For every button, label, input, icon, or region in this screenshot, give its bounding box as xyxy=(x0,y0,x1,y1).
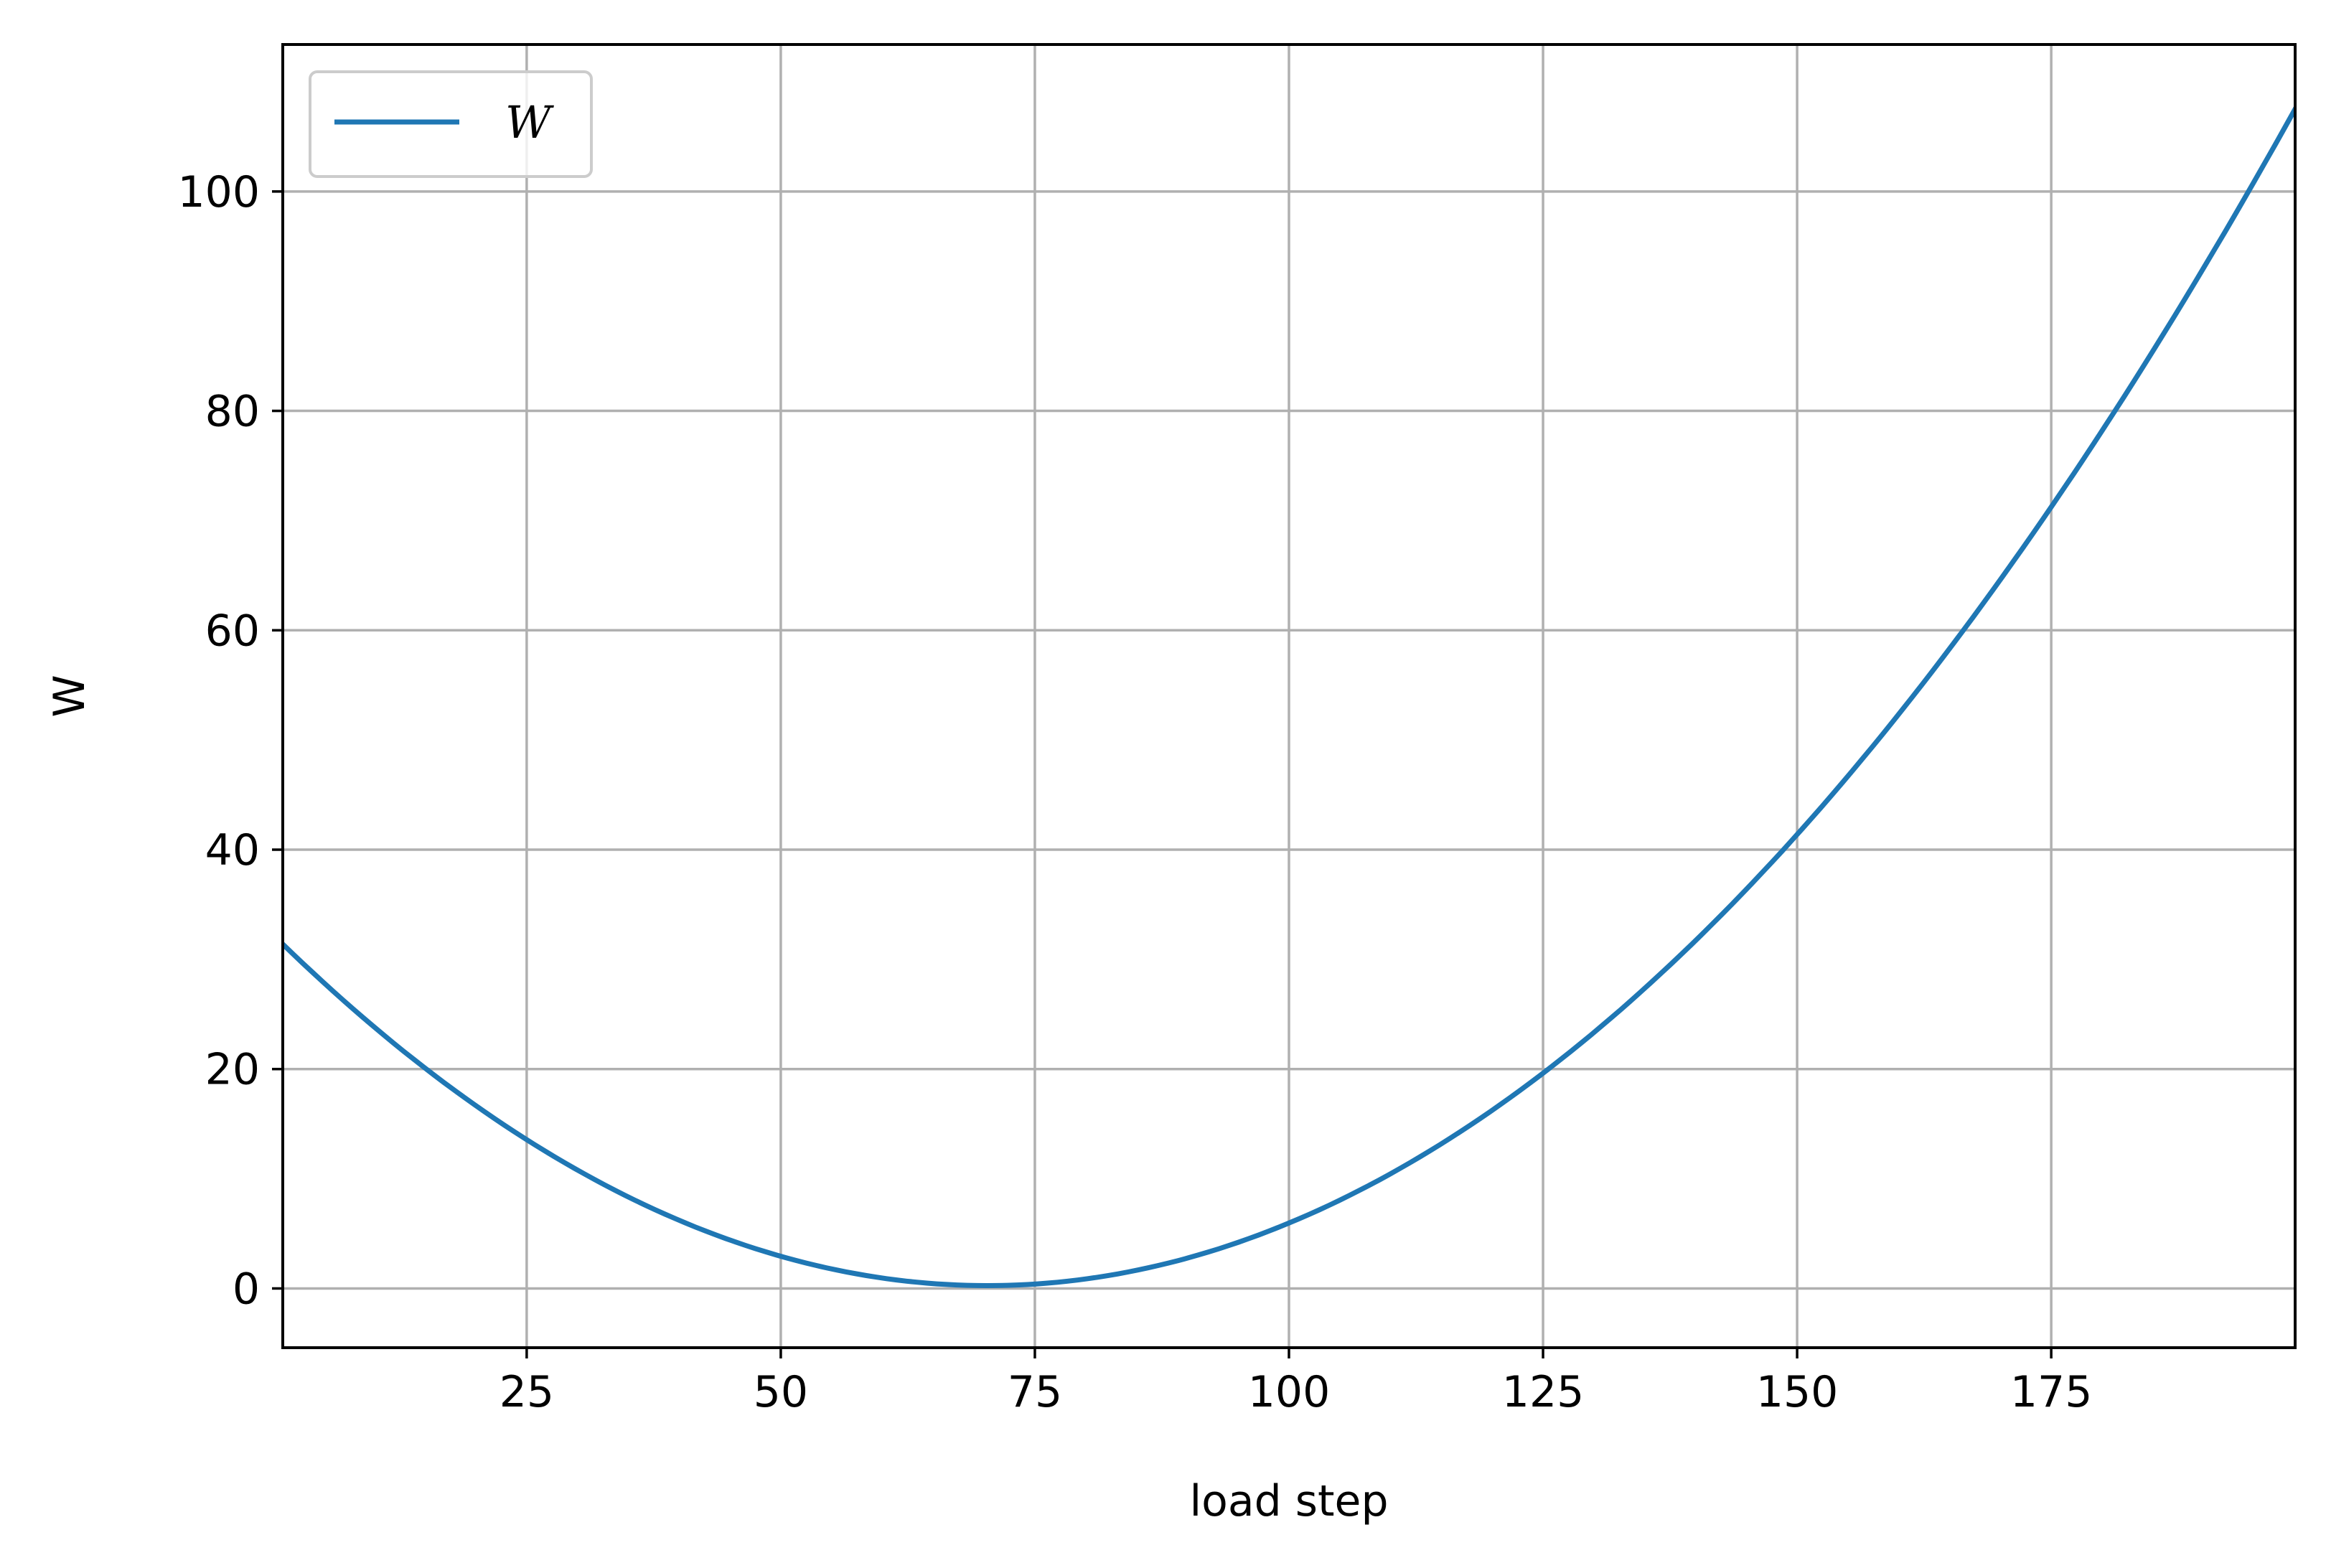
y-tick-label: 100 xyxy=(177,167,260,217)
x-axis-label: load step xyxy=(1189,1476,1388,1526)
y-tick-label: 0 xyxy=(233,1264,260,1314)
x-tick-label: 150 xyxy=(1756,1367,1839,1417)
x-tick-label: 50 xyxy=(754,1367,808,1417)
y-tick-label: 60 xyxy=(205,606,260,656)
x-tick-label: 125 xyxy=(1502,1367,1585,1417)
legend-label-w: W xyxy=(505,96,554,149)
tick-marks xyxy=(272,190,2053,1358)
series-layer xyxy=(283,105,2295,1288)
y-axis-label: W xyxy=(44,675,95,717)
x-tick-label: 25 xyxy=(500,1367,554,1417)
y-tick-label: 20 xyxy=(205,1045,260,1095)
y-tick-label: 40 xyxy=(205,825,260,875)
series-line-w xyxy=(283,105,2295,1288)
legend: W xyxy=(309,70,593,178)
x-tick-label: 100 xyxy=(1248,1367,1331,1417)
x-tick-label: 175 xyxy=(2010,1367,2093,1417)
grid-lines xyxy=(283,44,2295,1348)
tick-labels: 25 50 75 100 125 150 175 0 20 40 60 80 100 xyxy=(177,167,2092,1417)
x-tick-label: 75 xyxy=(1008,1367,1062,1417)
y-tick-label: 80 xyxy=(205,387,260,437)
